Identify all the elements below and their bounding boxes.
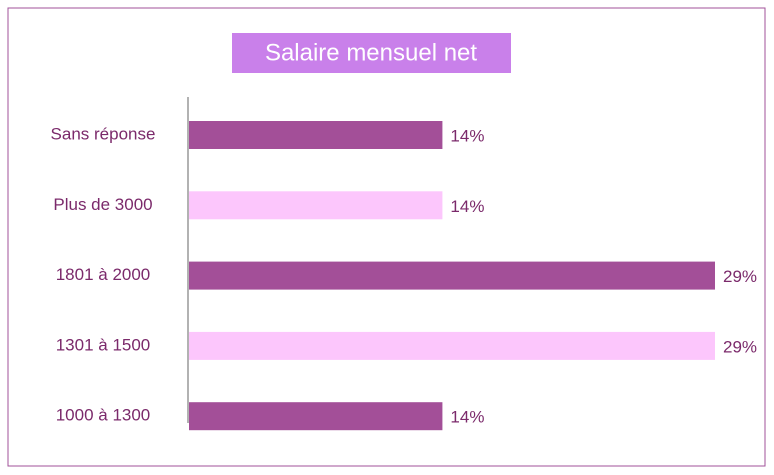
data-label: 14%	[450, 197, 484, 216]
data-label: 29%	[723, 337, 757, 356]
bar	[189, 331, 715, 360]
data-label: 29%	[723, 267, 757, 286]
chart-frame	[7, 7, 766, 467]
data-label: 14%	[450, 408, 484, 427]
bar	[189, 402, 443, 431]
chart-title: Salaire mensuel net	[265, 39, 477, 66]
y-tick-label: 1000 à 1300	[56, 406, 151, 425]
title-box	[232, 33, 511, 73]
y-tick-label: 1301 à 1500	[56, 335, 151, 354]
data-label: 14%	[450, 126, 484, 145]
bar	[189, 191, 443, 220]
y-tick-label: 1801 à 2000	[56, 265, 151, 284]
y-tick-label: Plus de 3000	[53, 195, 152, 214]
bar	[189, 261, 715, 290]
y-tick-label: Sans réponse	[51, 124, 156, 143]
bar	[189, 121, 443, 149]
